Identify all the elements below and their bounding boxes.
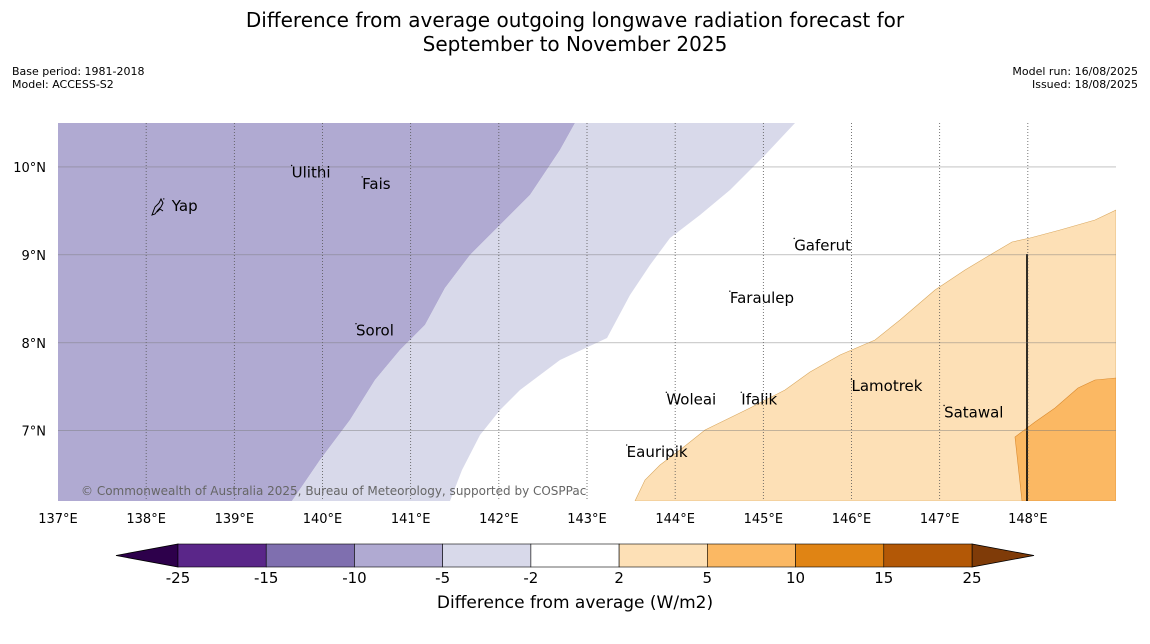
colorbar-segment (530, 543, 620, 568)
place-marker (943, 404, 945, 407)
place-label: Eauripik (627, 443, 688, 461)
colorbar-tick-label: 2 (614, 569, 624, 587)
lat-tick-label: 7°N (22, 425, 47, 440)
place-label: Gaferut (794, 236, 851, 254)
lon-tick-label: 143°E (567, 512, 607, 527)
colorbar-segment (795, 543, 885, 568)
place-label: Woleai (666, 390, 716, 408)
anomaly-region-5-10 (1014, 377, 1116, 501)
place-marker (290, 164, 293, 167)
chart-title: Difference from average outgoing longwav… (0, 8, 1150, 56)
axis-tick-labels: 137°E 138°E 139°E 140°E 141°E 142°E 143°E 144°E… (13, 161, 1047, 527)
place-marker (740, 391, 742, 394)
place-marker (729, 290, 731, 292)
model-name: Model: ACCESS-S2 (12, 78, 114, 91)
map-grid (58, 123, 1116, 501)
colorbar-extend-low (115, 543, 179, 568)
place-label: Lamotrek (852, 377, 923, 395)
base-period: Base period: 1981-2018 (12, 65, 145, 78)
colorbar-tick-label: -15 (254, 569, 279, 587)
lon-tick-label: 138°E (126, 512, 166, 527)
colorbar-segment (265, 543, 355, 568)
lon-tick-label: 145°E (744, 512, 784, 527)
title-line-2: September to November 2025 (422, 32, 728, 56)
colorbar-tick-label: 25 (962, 569, 981, 587)
title-line-1: Difference from average outgoing longwav… (245, 8, 905, 32)
colorbar-tick-label: -25 (166, 569, 191, 587)
copyright-text: © Commonwealth of Australia 2025, Bureau… (81, 484, 586, 498)
map-panel: Yap Ulithi Fais Sorol Gaferut Faraulep Woleai I… (58, 123, 1116, 501)
anomaly-region-minus10-minus5 (58, 123, 575, 501)
place-marker (665, 391, 668, 394)
lon-tick-label: 148°E (1008, 512, 1048, 527)
place-marker (355, 323, 357, 325)
colorbar-tick-label: -10 (342, 569, 367, 587)
place-marker (850, 378, 853, 380)
model-run: Model run: 16/08/2025 (1012, 65, 1138, 78)
colorbar-tick-label: -5 (435, 569, 450, 587)
colorbar-tick-label: 5 (703, 569, 713, 587)
place-label: Faraulep (730, 289, 794, 307)
place-label: Ulithi (292, 164, 331, 182)
place-label: Yap (171, 197, 198, 215)
meta-right: Model run: 16/08/2025 Issued: 18/08/2025 (1012, 65, 1138, 91)
yap-island-outline (151, 197, 164, 216)
colorbar-segment (883, 543, 973, 568)
lon-tick-label: 137°E (38, 512, 78, 527)
place-label: Sorol (356, 322, 394, 340)
lon-tick-label: 146°E (832, 512, 872, 527)
colorbar-segment (177, 543, 267, 568)
lon-tick-label: 144°E (655, 512, 695, 527)
colorbar-title: Difference from average (W/m2) (436, 593, 714, 613)
lon-tick-label: 140°E (303, 512, 343, 527)
place-label: Fais (362, 175, 391, 193)
lon-tick-label: 139°E (215, 512, 255, 527)
place-marker (625, 444, 628, 446)
place-marker (793, 237, 795, 240)
place-marker (361, 176, 363, 178)
colorbar-tick-label: 15 (874, 569, 893, 587)
colorbar-segment (707, 543, 796, 568)
issued-date: Issued: 18/08/2025 (1031, 78, 1138, 91)
lat-tick-label: 10°N (13, 161, 46, 176)
anomaly-region-2-5 (634, 209, 1116, 501)
colorbar-extend-high (971, 543, 1035, 568)
lon-tick-label: 142°E (479, 512, 519, 527)
lon-tick-label: 147°E (920, 512, 960, 527)
lon-tick-label: 141°E (391, 512, 431, 527)
lat-tick-label: 8°N (22, 337, 47, 352)
place-label: Ifalik (741, 390, 777, 408)
colorbar-segment (618, 543, 708, 568)
meta-left: Base period: 1981-2018 Model: ACCESS-S2 (12, 65, 144, 91)
anomaly-region-minus5-minus2 (292, 123, 795, 501)
colorbar: -25 -15 -10 -5 -2 2 5 10 15 25 (115, 543, 1035, 587)
colorbar-segment (354, 543, 443, 568)
place-labels: Yap Ulithi Fais Sorol Gaferut Faraulep Woleai I… (163, 164, 1003, 461)
colorbar-tick-label: -2 (523, 569, 538, 587)
lat-tick-label: 9°N (22, 249, 47, 264)
colorbar-segment (442, 543, 532, 568)
colorbar-tick-label: 10 (786, 569, 805, 587)
place-marker (163, 198, 165, 200)
place-label: Satawal (944, 403, 1003, 421)
